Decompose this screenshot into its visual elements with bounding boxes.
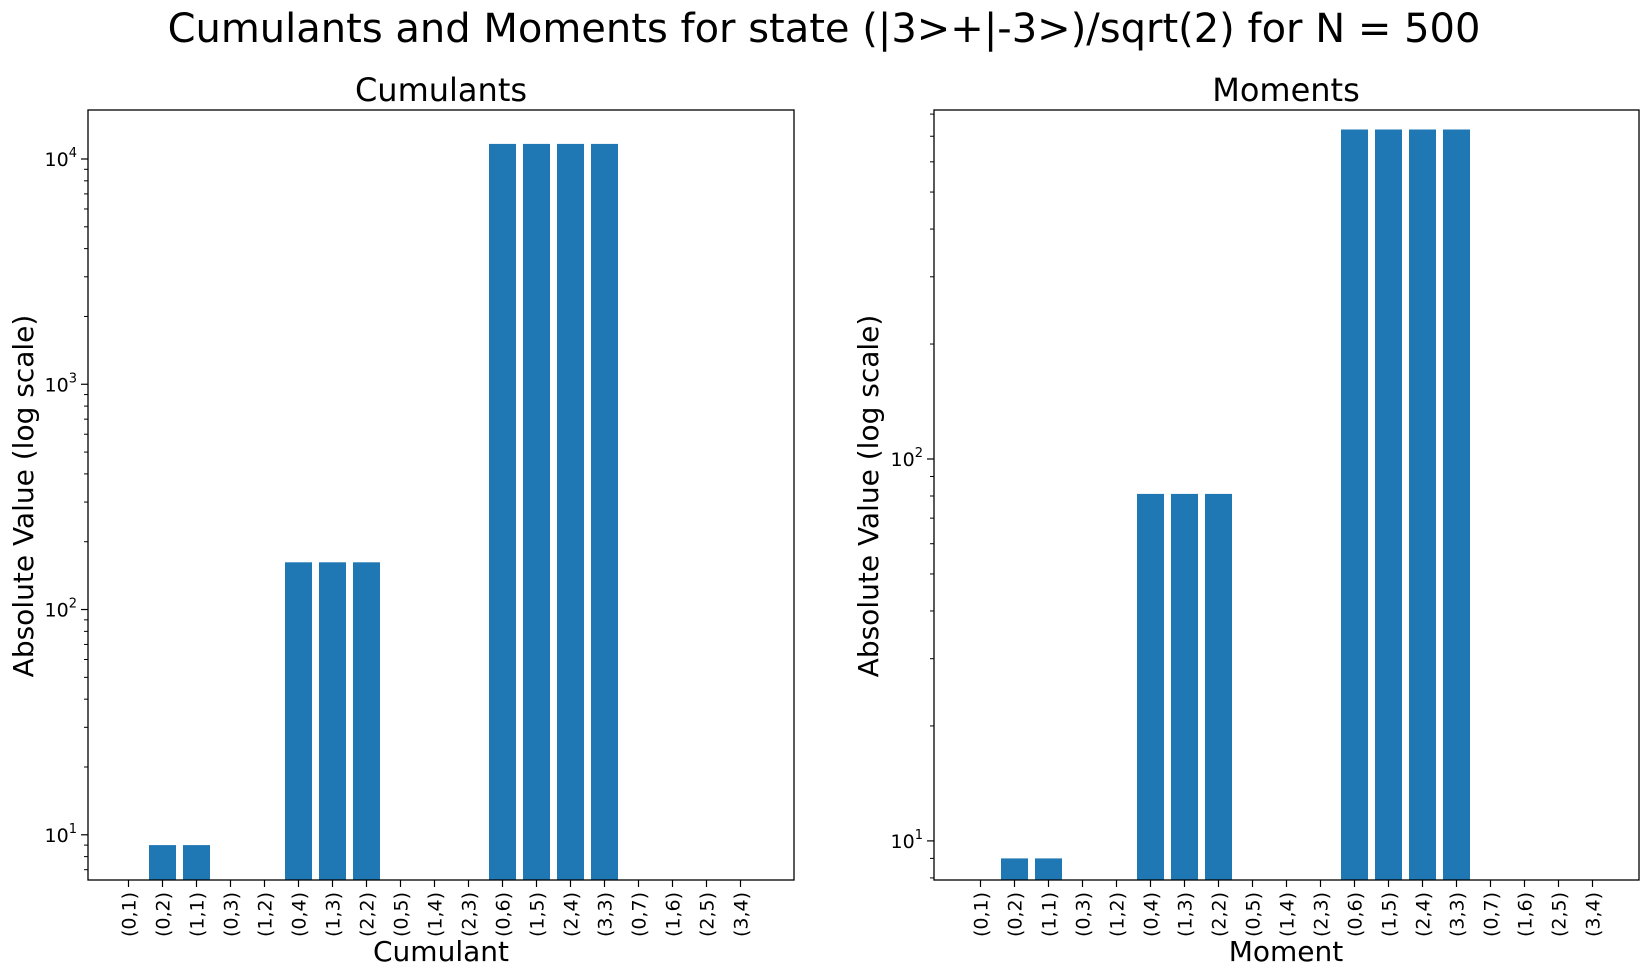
moments-title: Moments [1212, 71, 1360, 109]
moments-xtick-label: (1,3) [1175, 892, 1197, 937]
cumulants-bar [489, 143, 516, 880]
cumulants-xtick-label: (0,4) [289, 892, 311, 937]
moments-bar [1375, 129, 1402, 880]
moments-xtick-label: (0,1) [971, 892, 993, 937]
moments-xtick-label: (1,5) [1379, 892, 1401, 937]
cumulants-bar [523, 143, 550, 880]
moments-xtick-label: (2,4) [1413, 892, 1435, 937]
moments-chart: Moments Moment Absolute Value (log scale… [852, 71, 1640, 968]
moments-yaxis-ticks: 101 102 [891, 113, 934, 879]
cumulants-ylabel: Absolute Value (log scale) [7, 315, 40, 678]
moments-bar [1443, 129, 1470, 880]
cumulants-xtick-label: (2,4) [561, 892, 583, 937]
cumulants-xtick-label: (1,6) [663, 892, 685, 937]
cumulants-bar [353, 562, 380, 880]
cumulants-xtick-label: (3,4) [731, 892, 753, 937]
cumulants-chart: Cumulants Cumulant Absolute Value (log s… [7, 71, 795, 968]
cumulants-bar [149, 845, 176, 880]
moments-xtick-label: (2,3) [1311, 892, 1333, 937]
moments-bar [1171, 493, 1198, 880]
moments-xtick-label: (3,4) [1583, 892, 1605, 937]
cumulants-xtick-label: (0,2) [153, 892, 175, 937]
cumulants-xtick-label: (2,2) [357, 892, 379, 937]
cumulants-ytick-label: 103 [45, 371, 77, 396]
moments-bar [1137, 493, 1164, 880]
cumulants-xtick-label: (3,3) [595, 892, 617, 937]
moments-ylabel: Absolute Value (log scale) [852, 315, 885, 678]
moments-xtick-label: (0,7) [1481, 892, 1503, 937]
moments-xtick-label: (3,3) [1447, 892, 1469, 937]
cumulants-xtick-label: (0,5) [391, 892, 413, 937]
moments-xtick-label: (0,5) [1243, 892, 1265, 937]
cumulants-xtick-label: (0,1) [119, 892, 141, 937]
cumulants-xtick-label: (1,1) [187, 892, 209, 937]
cumulants-title: Cumulants [355, 71, 527, 109]
moments-ytick-label: 102 [891, 446, 923, 471]
moments-xlabel: Moment [1229, 935, 1344, 968]
moments-bar [1341, 129, 1368, 880]
moments-xtick-label: (1,4) [1277, 892, 1299, 937]
moments-xtick-label: (1,1) [1039, 892, 1061, 937]
cumulants-xtick-label: (2,5) [697, 892, 719, 937]
moments-xtick-label: (0,6) [1345, 892, 1367, 937]
cumulants-xtick-label: (1,3) [323, 892, 345, 937]
cumulants-xtick-label: (0,7) [629, 892, 651, 937]
cumulants-xaxis-ticks: (0,1) (0,2) (1,1) (0,3) (1,2) (0,4) (1,3) (2,2)… [119, 880, 753, 937]
moments-xtick-label: (1,2) [1107, 892, 1129, 937]
cumulants-bars [149, 143, 618, 880]
cumulants-xtick-label: (1,5) [527, 892, 549, 937]
moments-bar [1035, 858, 1062, 880]
cumulants-bar [557, 143, 584, 880]
moments-xaxis-ticks: (0,1) (0,2) (1,1) (0,3) (1,2) (0,4) (1,3) (2,2)… [971, 880, 1605, 937]
cumulants-bar [319, 562, 346, 880]
cumulants-yaxis-ticks: 101 102 103 104 [45, 146, 88, 871]
cumulants-ytick-label: 102 [45, 597, 77, 622]
cumulants-xtick-label: (2,3) [459, 892, 481, 937]
moments-xtick-label: (0,4) [1141, 892, 1163, 937]
cumulants-ytick-label: 101 [45, 822, 77, 847]
cumulants-ytick-label: 104 [45, 146, 77, 171]
cumulants-xtick-label: (0,6) [493, 892, 515, 937]
moments-plot-frame [933, 109, 1640, 881]
cumulants-xlabel: Cumulant [373, 935, 509, 968]
cumulants-xtick-label: (0,3) [221, 892, 243, 937]
moments-xtick-label: (0,3) [1073, 892, 1095, 937]
cumulants-bar [183, 845, 210, 880]
moments-xtick-label: (2,2) [1209, 892, 1231, 937]
moments-xtick-label: (1,6) [1515, 892, 1537, 937]
cumulants-plot-frame [87, 109, 795, 881]
cumulants-bar [591, 143, 618, 880]
moments-bar [1409, 129, 1436, 880]
figure-suptitle: Cumulants and Moments for state (|3>+|-3… [168, 6, 1481, 52]
moments-xtick-label: (0,2) [1005, 892, 1027, 937]
moments-bar [1001, 858, 1028, 880]
cumulants-xtick-label: (1,4) [425, 892, 447, 937]
cumulants-bar [285, 562, 312, 880]
cumulants-xtick-label: (1,2) [255, 892, 277, 937]
moments-ytick-label: 101 [891, 828, 923, 853]
moments-bar [1205, 493, 1232, 880]
moments-bars [1001, 129, 1470, 880]
moments-xtick-label: (2,5) [1549, 892, 1571, 937]
